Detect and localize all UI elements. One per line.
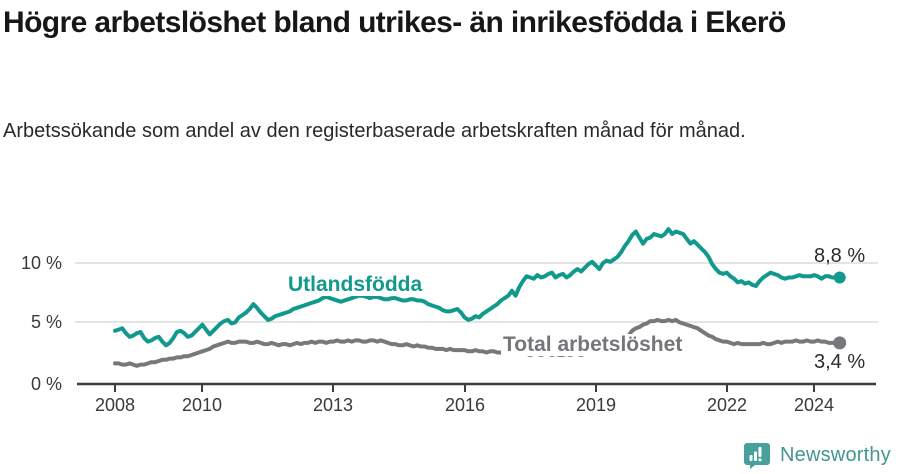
y-tick-0: 0 % — [30, 374, 62, 394]
x-tick-2008: 2008 — [94, 395, 136, 415]
gridlines — [75, 262, 878, 323]
x-tick-2024: 2024 — [793, 395, 835, 415]
x-tick-2016: 2016 — [444, 395, 486, 415]
x-tick-2013: 2013 — [312, 395, 354, 415]
series-label-total: Total arbetslöshet — [501, 333, 685, 356]
newsworthy-logo-text: Newsworthy — [780, 444, 891, 466]
x-axis — [77, 382, 876, 392]
x-tick-2022: 2022 — [706, 395, 748, 415]
end-value-total: 3,4 % — [814, 351, 866, 373]
newsworthy-logo[interactable]: Newsworthy — [742, 440, 891, 470]
x-tick-2019: 2019 — [575, 395, 617, 415]
chart-subtitle: Arbetssökande som andel av den registerb… — [3, 120, 746, 142]
end-value-foreign-born: 8,8 % — [814, 245, 866, 267]
total-end-dot — [833, 336, 847, 350]
foreign-born-line — [113, 227, 842, 348]
newsworthy-chart-bubble-icon — [744, 443, 770, 469]
y-tick-5: 5 % — [30, 312, 62, 332]
x-tick-2010: 2010 — [181, 395, 223, 415]
chart-title: Högre arbetslöshet bland utrikes- än inr… — [3, 6, 786, 39]
total-unemployment-line — [113, 317, 842, 368]
series-label-foreign-born: Utlandsfödda — [286, 273, 425, 296]
foreign-born-end-dot — [833, 271, 846, 284]
y-tick-10: 10 % — [20, 253, 62, 273]
x-axis-ticks — [114, 384, 815, 392]
